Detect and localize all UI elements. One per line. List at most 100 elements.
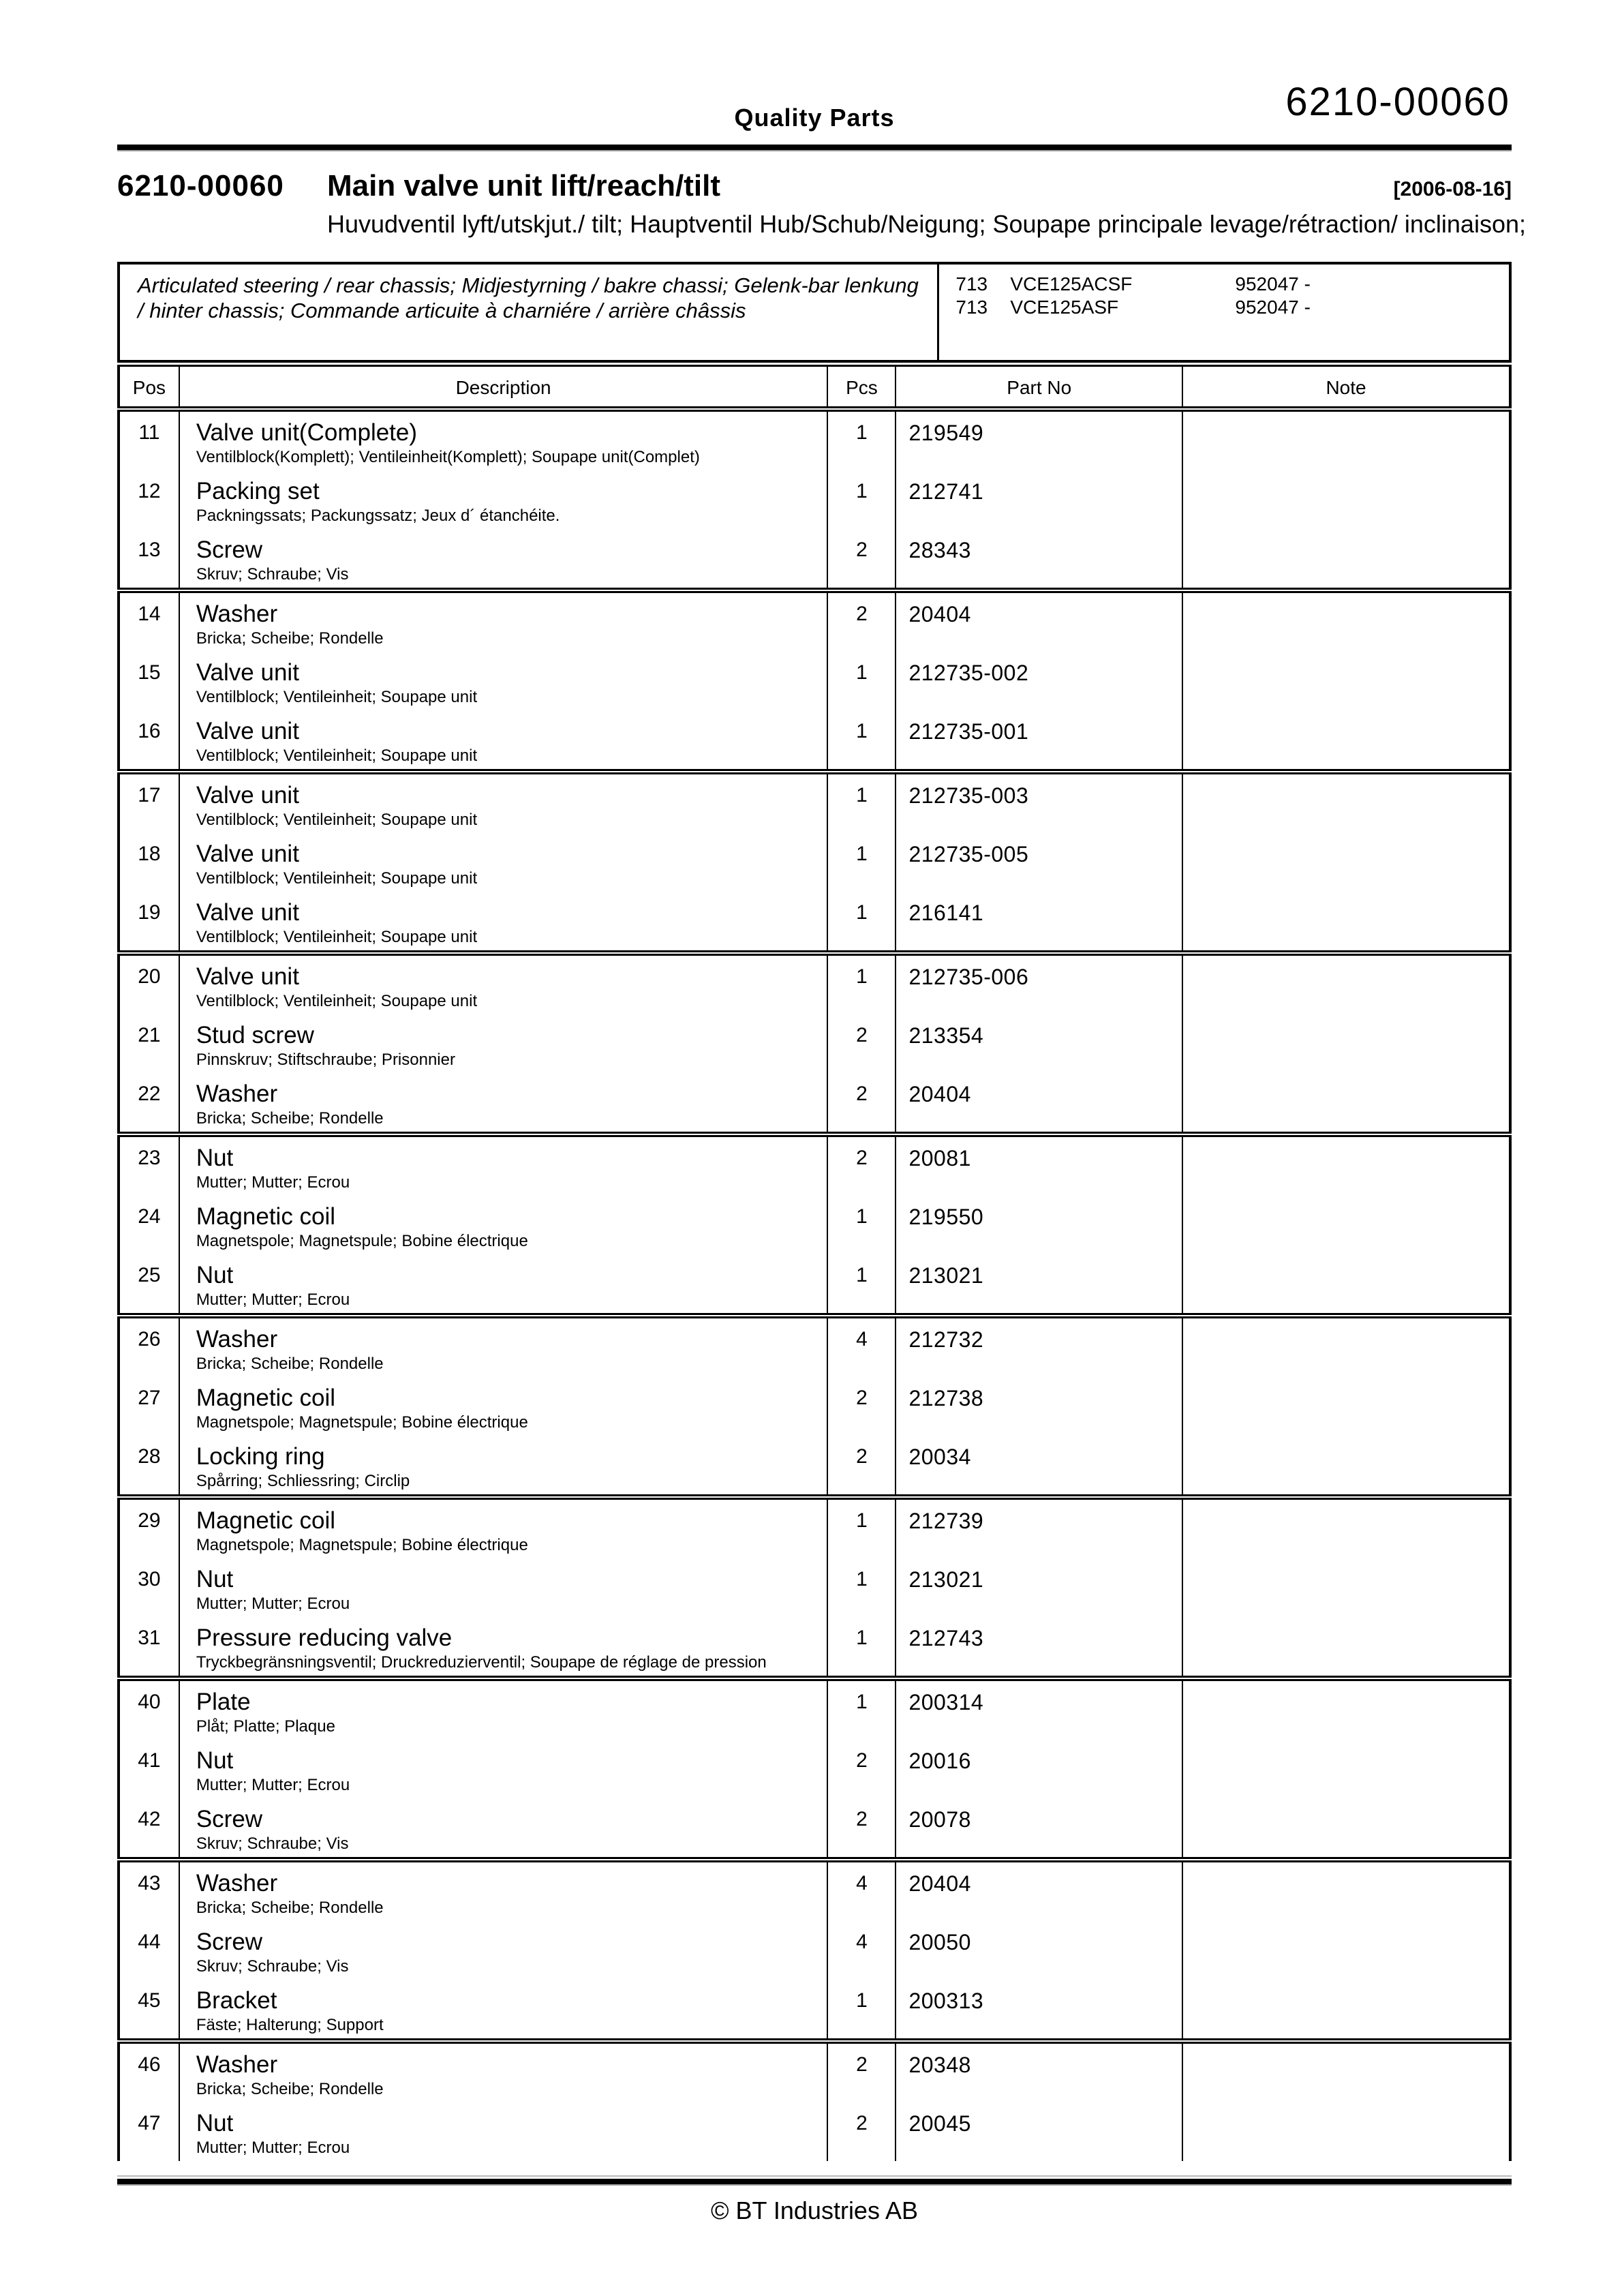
part-pos: 29	[117, 1494, 180, 1558]
part-description: Magnetic coil	[196, 1507, 336, 1534]
parts-table-header: Pos Description Pcs Part No Note	[117, 365, 1512, 412]
part-description: Washer	[196, 2051, 278, 2078]
part-row: 14 Washer Bricka; Scheibe; Rondelle 2 20404	[117, 588, 1512, 652]
part-pcs: 2	[827, 2102, 897, 2161]
brand-title: Quality Parts	[734, 104, 895, 132]
part-row: 42 Screw Skruv; Schraube; Vis 2 20078	[117, 1798, 1512, 1860]
part-row: 11 Valve unit(Complete) Ventilblock(Komple…	[117, 409, 1512, 470]
part-number: 212735-001	[895, 710, 1184, 772]
part-description-i18n: Packningssats; Packungssatz; Jeux d´ éta…	[196, 507, 560, 525]
part-description-cell: Magnetic coil Magnetspole; Magnetspule; B…	[178, 1494, 829, 1558]
part-description-i18n: Skruv; Schraube; Vis	[196, 1834, 349, 1853]
part-pos: 17	[117, 769, 180, 833]
part-description: Packing set	[196, 478, 320, 504]
part-number: 219549	[895, 409, 1184, 470]
part-pos: 46	[117, 2038, 180, 2102]
part-description-cell: Valve unit Ventilblock; Ventileinheit; So…	[178, 710, 829, 772]
part-pos: 30	[117, 1558, 180, 1617]
part-description-i18n: Bricka; Scheibe; Rondelle	[196, 1899, 384, 1917]
part-row: 16 Valve unit Ventilblock; Ventileinheit; …	[117, 710, 1512, 772]
part-description-i18n: Ventilblock; Ventileinheit; Soupape unit	[196, 869, 478, 888]
part-description: Plate	[196, 1689, 251, 1715]
part-pcs: 2	[827, 1377, 897, 1436]
part-description-i18n: Magnetspole; Magnetspule; Bobine électri…	[196, 1232, 528, 1250]
part-row: 20 Valve unit Ventilblock; Ventileinheit; …	[117, 950, 1512, 1014]
part-pcs: 1	[827, 409, 897, 470]
part-number: 212741	[895, 470, 1184, 529]
title-code: 6210-00060	[117, 169, 284, 202]
part-description-cell: Screw Skruv; Schraube; Vis	[178, 1798, 829, 1860]
part-description: Nut	[196, 1566, 234, 1592]
part-pcs: 2	[827, 588, 897, 652]
part-row: 19 Valve unit Ventilblock; Ventileinheit; …	[117, 892, 1512, 953]
part-number: 20016	[895, 1740, 1184, 1798]
part-description-cell: Stud screw Pinnskruv; Stiftschraube; Pris…	[178, 1014, 829, 1073]
model-list: 713 VCE125ACSF 952047 - 713 VCE125ASF 95…	[939, 265, 1509, 360]
model-code: 713	[955, 297, 988, 318]
part-pos: 31	[117, 1617, 180, 1678]
part-description-i18n: Plåt; Platte; Plaque	[196, 1717, 335, 1736]
part-note	[1182, 1921, 1512, 1980]
part-description: Valve unit(Complete)	[196, 419, 418, 446]
header-note: Note	[1182, 365, 1512, 412]
part-description-cell: Nut Mutter; Mutter; Ecrou	[178, 1740, 829, 1798]
part-row: 31 Pressure reducing valve Tryckbegränsnin…	[117, 1617, 1512, 1678]
part-row: 17 Valve unit Ventilblock; Ventileinheit; …	[117, 769, 1512, 833]
part-description: Locking ring	[196, 1443, 325, 1470]
part-pos: 25	[117, 1254, 180, 1316]
part-description: Valve unit	[196, 659, 299, 686]
part-pos: 14	[117, 588, 180, 652]
part-description: Washer	[196, 601, 278, 627]
part-description-i18n: Mutter; Mutter; Ecrou	[196, 1173, 350, 1192]
model-code: 713	[955, 273, 988, 294]
part-pos: 47	[117, 2102, 180, 2161]
part-number: 213021	[895, 1558, 1184, 1617]
part-note	[1182, 833, 1512, 892]
part-pcs: 1	[827, 1254, 897, 1316]
part-row: 29 Magnetic coil Magnetspole; Magnetspule;…	[117, 1494, 1512, 1558]
part-number: 20050	[895, 1921, 1184, 1980]
part-description-i18n: Ventilblock; Ventileinheit; Soupape unit	[196, 811, 478, 829]
part-number: 212735-006	[895, 950, 1184, 1014]
part-row: 13 Screw Skruv; Schraube; Vis 2 28343	[117, 529, 1512, 590]
part-description-i18n: Magnetspole; Magnetspule; Bobine électri…	[196, 1413, 528, 1432]
part-row: 45 Bracket Fäste; Halterung; Support 1 20031…	[117, 1980, 1512, 2041]
part-description: Valve unit	[196, 841, 299, 867]
part-description-cell: Valve unit Ventilblock; Ventileinheit; So…	[178, 769, 829, 833]
part-note	[1182, 1558, 1512, 1617]
part-pcs: 1	[827, 1617, 897, 1678]
part-note	[1182, 529, 1512, 590]
part-note	[1182, 1254, 1512, 1316]
part-pcs: 1	[827, 1558, 897, 1617]
part-description: Screw	[196, 1806, 263, 1832]
part-description-cell: Valve unit Ventilblock; Ventileinheit; So…	[178, 892, 829, 953]
part-description-cell: Valve unit Ventilblock; Ventileinheit; So…	[178, 833, 829, 892]
part-pcs: 2	[827, 1740, 897, 1798]
part-note	[1182, 2038, 1512, 2102]
part-pcs: 4	[827, 1921, 897, 1980]
model-row: 713 VCE125ACSF 952047 -	[955, 273, 1502, 296]
part-pos: 44	[117, 1921, 180, 1980]
part-number: 20081	[895, 1132, 1184, 1196]
part-pcs: 2	[827, 1132, 897, 1196]
part-pos: 45	[117, 1980, 180, 2041]
part-description: Bracket	[196, 1987, 277, 2014]
part-pos: 21	[117, 1014, 180, 1073]
part-note	[1182, 588, 1512, 652]
part-pos: 40	[117, 1676, 180, 1740]
header-pos: Pos	[117, 365, 180, 412]
part-description: Nut	[196, 1145, 234, 1171]
part-pos: 23	[117, 1132, 180, 1196]
part-description: Valve unit	[196, 782, 299, 809]
part-number: 20404	[895, 1073, 1184, 1134]
part-note	[1182, 1857, 1512, 1921]
part-description-cell: Valve unit(Complete) Ventilblock(Komplett…	[178, 409, 829, 470]
model-row: 713 VCE125ASF 952047 -	[955, 296, 1502, 319]
model-info-box: Articulated steering / rear chassis; Mid…	[117, 262, 1512, 363]
part-number: 219550	[895, 1196, 1184, 1254]
part-pos: 20	[117, 950, 180, 1014]
part-row: 15 Valve unit Ventilblock; Ventileinheit; …	[117, 652, 1512, 710]
part-pcs: 1	[827, 833, 897, 892]
part-pcs: 1	[827, 1980, 897, 2041]
part-description: Nut	[196, 2110, 234, 2136]
